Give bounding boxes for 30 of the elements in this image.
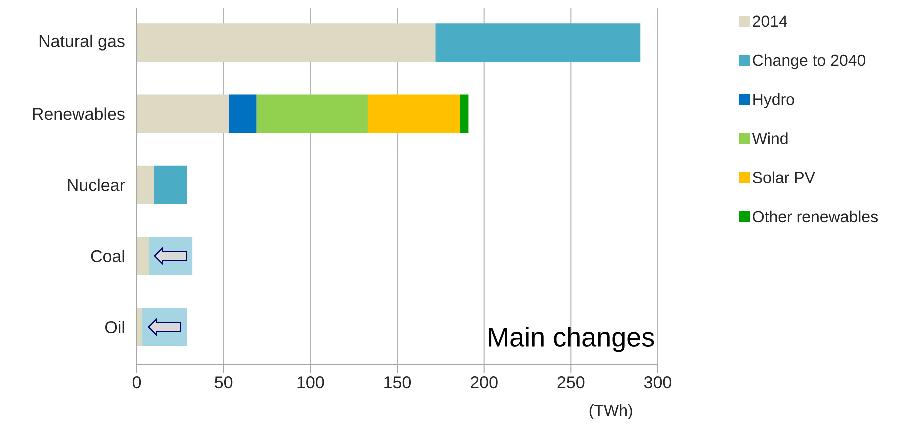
bar	[436, 24, 641, 62]
x-tick-label: 50	[215, 376, 233, 389]
x-tick-label: 200	[471, 376, 498, 389]
x-tick-label: 0	[132, 376, 142, 389]
y-tick-label: Coal	[91, 250, 124, 262]
bar	[137, 24, 436, 62]
y-tick-label: Renewables	[33, 108, 125, 120]
annotation: Main changes	[489, 327, 654, 352]
bar	[256, 94, 368, 134]
y-tick-label: Oil	[105, 321, 124, 334]
bar	[137, 236, 150, 276]
legend-label: Wind	[752, 132, 788, 144]
legend-label: Solar PV	[753, 172, 816, 184]
bar	[229, 94, 257, 134]
bar	[154, 166, 188, 204]
x-axis-title: (TWh)	[590, 404, 632, 420]
x-tick-label: 300	[644, 376, 672, 389]
legend-label: 2014	[753, 16, 788, 28]
x-tick-label: 100	[298, 376, 324, 389]
bar	[460, 94, 469, 134]
bar	[368, 94, 460, 134]
x-tick-label: 150	[384, 376, 412, 389]
bar	[137, 94, 230, 134]
bar	[137, 166, 154, 204]
y-tick-label: Natural gas	[40, 34, 125, 51]
legend-label: Change to 2040	[753, 54, 866, 70]
y-tick-label: Nuclear	[68, 178, 126, 192]
legend-label: Hydro	[754, 94, 794, 108]
legend-label: Other renewables	[753, 210, 878, 223]
x-tick-label: 250	[558, 376, 585, 389]
